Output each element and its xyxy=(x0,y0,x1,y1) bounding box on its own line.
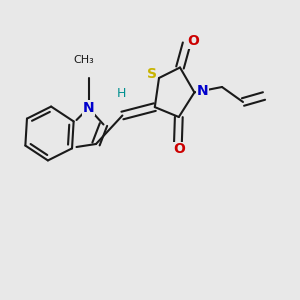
Text: O: O xyxy=(187,34,199,48)
Text: N: N xyxy=(197,84,208,98)
Text: N: N xyxy=(83,101,94,115)
Text: CH₃: CH₃ xyxy=(74,55,94,65)
Text: H: H xyxy=(117,86,126,100)
Text: O: O xyxy=(173,142,185,156)
Text: S: S xyxy=(146,68,157,81)
